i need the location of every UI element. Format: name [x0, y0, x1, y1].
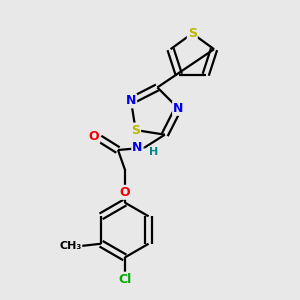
Text: S: S — [131, 124, 140, 136]
Text: CH₃: CH₃ — [59, 241, 81, 251]
Text: N: N — [173, 102, 184, 115]
Text: N: N — [126, 94, 136, 107]
Text: O: O — [119, 186, 130, 199]
Text: N: N — [132, 141, 142, 154]
Text: H: H — [149, 147, 158, 157]
Text: S: S — [188, 27, 197, 40]
Text: Cl: Cl — [118, 273, 131, 286]
Text: O: O — [89, 130, 99, 143]
